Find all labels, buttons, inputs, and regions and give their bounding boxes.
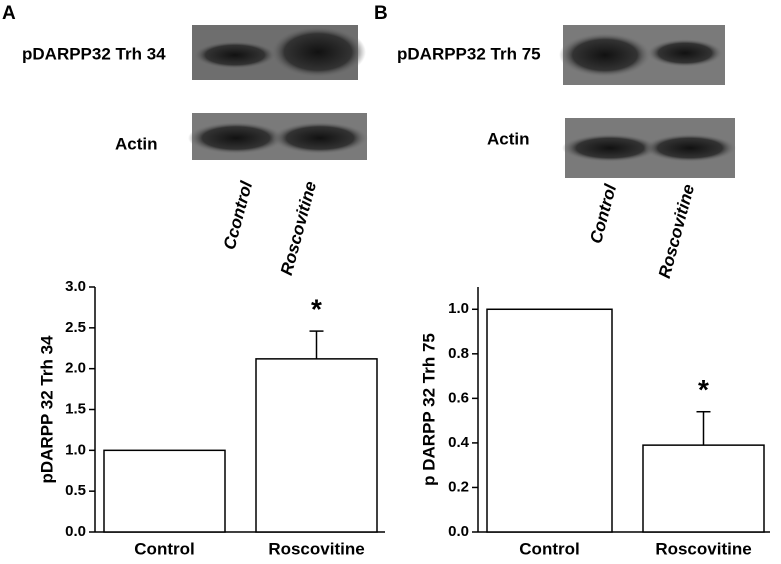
y-tick-label: 1.0 [448, 300, 469, 317]
x-tick-label: Control [519, 539, 579, 558]
significance-label: * [311, 293, 322, 324]
band [188, 122, 284, 154]
bar [103, 449, 226, 533]
band [272, 122, 368, 154]
y-axis-label: p DARPP 32 Trh 75 [419, 333, 438, 486]
lane-label: Ccontrol [220, 178, 257, 252]
y-tick-label: 0.6 [448, 389, 469, 406]
y-tick-label: 0.8 [448, 345, 469, 362]
y-tick-label: 0.5 [65, 482, 86, 499]
panel-letter: A [2, 3, 16, 24]
x-tick-label: Roscovitine [655, 539, 751, 558]
y-tick-label: 0.0 [65, 523, 86, 540]
bar [642, 444, 765, 533]
y-tick-label: 0.4 [448, 434, 470, 451]
band [644, 134, 736, 162]
bar [486, 308, 613, 533]
band [559, 33, 651, 77]
lane-label: Roscovitine [655, 182, 698, 280]
x-tick-label: Roscovitine [268, 539, 364, 558]
y-tick-label: 0.2 [448, 478, 469, 495]
bar [255, 358, 378, 533]
blot-label: Actin [487, 129, 530, 148]
y-tick-label: 3.0 [65, 278, 86, 295]
lane-label: Control [586, 181, 620, 246]
band [193, 41, 277, 69]
band [647, 39, 723, 67]
y-axis-label: pDARPP 32 Trh 34 [37, 335, 56, 484]
panel-letter: B [374, 3, 388, 24]
x-tick-label: Control [134, 539, 194, 558]
band [562, 134, 658, 162]
y-tick-label: 1.0 [65, 441, 86, 458]
band [270, 26, 366, 78]
y-tick-label: 2.0 [65, 360, 86, 377]
y-tick-label: 2.5 [65, 319, 86, 336]
blot-label: pDARPP32 Trh 34 [22, 44, 166, 63]
y-tick-label: 0.0 [448, 523, 469, 540]
y-tick-label: 1.5 [65, 400, 86, 417]
blot-label: Actin [115, 134, 158, 153]
blot-label: pDARPP32 Trh 75 [397, 44, 541, 63]
lane-label: Roscovitine [277, 179, 320, 277]
significance-label: * [698, 374, 709, 405]
